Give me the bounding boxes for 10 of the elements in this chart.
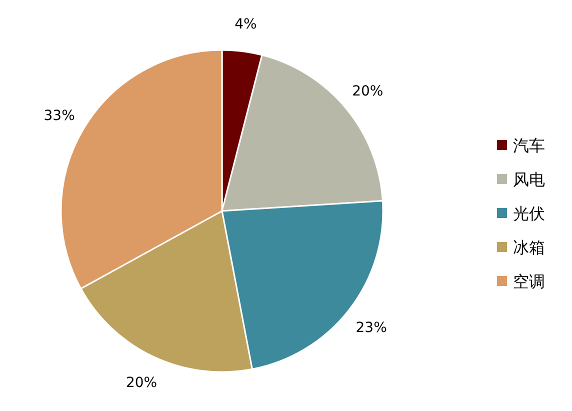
legend-label: 空调 [513, 272, 545, 291]
legend-label: 光伏 [513, 204, 545, 223]
data-label: 33% [44, 108, 75, 124]
legend-label: 冰箱 [513, 238, 545, 257]
legend-label: 汽车 [513, 136, 545, 155]
legend-label: 风电 [513, 170, 545, 189]
data-label: 20% [352, 84, 384, 100]
data-label: 4% [234, 16, 257, 32]
data-label: 20% [126, 375, 158, 392]
data-label: 23% [356, 320, 387, 336]
